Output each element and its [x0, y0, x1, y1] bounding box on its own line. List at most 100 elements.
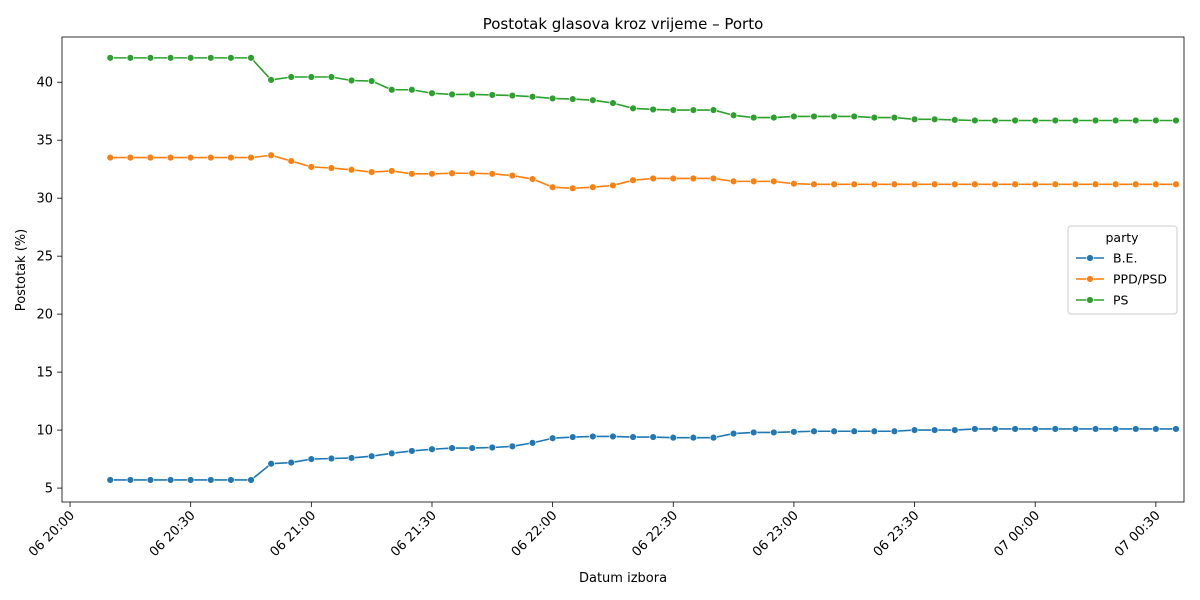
data-point — [790, 179, 798, 188]
data-point — [548, 94, 557, 103]
data-point — [830, 180, 838, 188]
data-point — [790, 428, 798, 436]
data-point — [247, 54, 255, 62]
data-point — [910, 115, 919, 124]
data-point — [609, 432, 617, 441]
x-tick-label: 07 00:00 — [991, 508, 1043, 560]
data-point — [910, 426, 919, 434]
data-point — [1091, 116, 1100, 125]
data-point — [870, 113, 879, 122]
data-point — [126, 54, 135, 62]
data-point — [207, 476, 215, 484]
y-tick-label: 10 — [36, 424, 53, 439]
data-point — [207, 153, 215, 162]
data-point — [1172, 425, 1180, 433]
data-point — [770, 177, 778, 186]
data-point — [347, 454, 356, 462]
data-point — [569, 433, 577, 441]
data-point — [669, 433, 677, 442]
data-point — [649, 105, 657, 114]
data-point — [951, 426, 959, 434]
data-point — [126, 153, 135, 162]
data-point — [327, 164, 336, 172]
data-point — [1051, 180, 1060, 188]
x-tick-label: 06 20:00 — [26, 508, 78, 560]
data-point — [227, 54, 235, 62]
data-point — [910, 180, 919, 188]
legend-title: party — [1105, 230, 1139, 245]
legend-label: B.E. — [1113, 251, 1137, 266]
data-point — [468, 90, 476, 99]
data-point — [267, 76, 275, 84]
data-point — [1071, 116, 1080, 125]
data-point — [971, 116, 979, 125]
data-point — [870, 180, 879, 188]
data-point — [528, 93, 537, 101]
data-point — [1152, 425, 1160, 433]
data-point — [287, 157, 295, 165]
data-point — [770, 113, 778, 122]
data-point — [327, 73, 336, 81]
data-point — [388, 449, 396, 457]
data-point — [1132, 425, 1140, 433]
x-tick-label: 06 21:00 — [267, 508, 319, 560]
data-point — [890, 427, 899, 435]
x-axis-label: Datum izbora — [579, 571, 667, 586]
data-point — [1152, 180, 1160, 188]
data-point — [1071, 425, 1080, 433]
series-ppd-psd — [106, 151, 1180, 193]
x-tick-label: 06 23:00 — [750, 508, 802, 560]
data-point — [830, 112, 838, 121]
data-point — [1011, 180, 1019, 188]
data-point — [388, 86, 396, 94]
data-point — [689, 106, 698, 114]
legend-label: PPD/PSD — [1113, 272, 1167, 287]
y-tick-label: 30 — [36, 192, 53, 207]
data-point — [508, 91, 517, 100]
data-point — [287, 73, 295, 81]
data-point — [428, 445, 436, 453]
y-tick-label: 35 — [36, 134, 53, 149]
data-point — [850, 180, 858, 188]
data-point — [367, 452, 376, 460]
data-point — [1132, 180, 1140, 188]
data-point — [589, 432, 597, 441]
data-point — [186, 54, 195, 62]
data-point — [850, 112, 858, 121]
y-tick-label: 20 — [36, 308, 53, 323]
data-point — [428, 89, 436, 97]
data-point — [388, 167, 396, 175]
data-point — [408, 170, 416, 178]
legend-swatch-marker — [1086, 275, 1094, 283]
y-tick-label: 15 — [36, 366, 53, 381]
data-point — [709, 433, 718, 442]
data-point — [267, 151, 275, 159]
data-point — [569, 95, 577, 103]
data-point — [106, 476, 114, 484]
data-point — [729, 177, 738, 186]
data-point — [367, 77, 376, 85]
plot-frame — [61, 36, 1185, 503]
data-point — [1011, 425, 1019, 433]
y-tick-label: 25 — [36, 250, 53, 265]
data-point — [448, 169, 456, 177]
legend: party B.E. PPD/PSD PS — [1067, 225, 1178, 315]
data-point — [468, 169, 476, 177]
data-point — [508, 442, 517, 451]
data-point — [448, 444, 456, 452]
data-point — [971, 425, 979, 433]
data-point — [508, 171, 517, 180]
data-point — [629, 176, 637, 184]
data-point — [729, 429, 738, 438]
data-point — [1071, 180, 1080, 188]
data-point — [669, 106, 677, 114]
chart-title: Postotak glasova kroz vrijeme – Porto — [483, 15, 764, 33]
data-point — [408, 447, 416, 455]
data-point — [709, 174, 718, 183]
data-point — [689, 433, 698, 442]
data-point — [669, 174, 677, 183]
x-tick-label: 06 22:30 — [629, 508, 681, 560]
data-point — [810, 180, 818, 188]
data-point — [991, 425, 999, 433]
data-point — [146, 153, 155, 162]
